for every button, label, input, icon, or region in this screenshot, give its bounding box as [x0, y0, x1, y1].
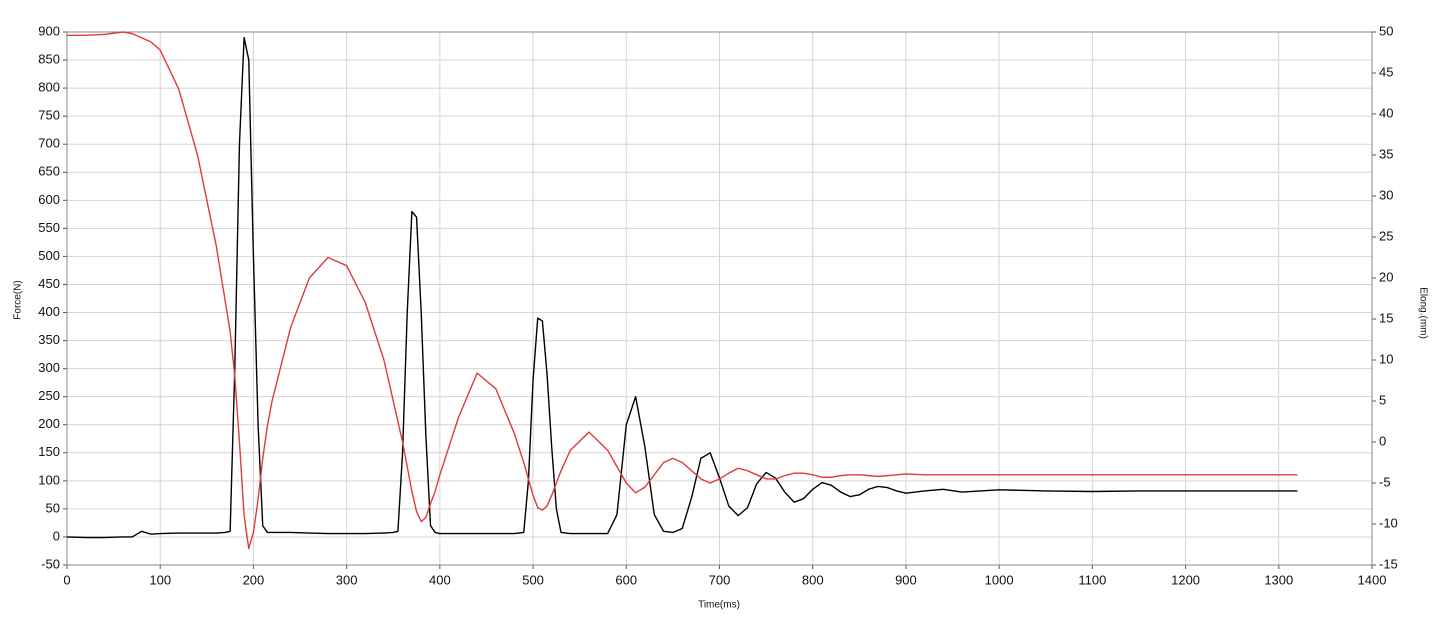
- y-tick-label: 600: [38, 192, 60, 207]
- y2-tick-label: -15: [1379, 556, 1398, 571]
- y2-tick-label: 30: [1379, 187, 1393, 202]
- y2-tick-label: 35: [1379, 146, 1393, 161]
- y2-tick-label: 15: [1379, 310, 1393, 325]
- y2-tick-label: 45: [1379, 64, 1393, 79]
- y-tick-label: 200: [38, 416, 60, 431]
- y2-tick-label: 20: [1379, 269, 1393, 284]
- y-tick-label: 400: [38, 304, 60, 319]
- y-tick-label: 750: [38, 108, 60, 123]
- x-tick-label: 300: [336, 572, 358, 587]
- x-tick-label: 400: [429, 572, 451, 587]
- y-tick-label: 350: [38, 332, 60, 347]
- y-tick-label: 800: [38, 80, 60, 95]
- y-tick-label: 650: [38, 164, 60, 179]
- y2-tick-label: 5: [1379, 392, 1386, 407]
- x-tick-label: 1000: [985, 572, 1014, 587]
- x-tick-label: 600: [615, 572, 637, 587]
- y-tick-label: 450: [38, 276, 60, 291]
- y2-axis-title: Elong.(mm): [1417, 287, 1428, 339]
- y-tick-label: 150: [38, 444, 60, 459]
- y-tick-label: 900: [38, 23, 60, 38]
- x-tick-label: 1200: [1171, 572, 1200, 587]
- x-tick-label: 0: [63, 572, 70, 587]
- y-tick-label: 300: [38, 360, 60, 375]
- data-line: [66, 36, 1298, 539]
- y-tick-label: -50: [41, 556, 60, 571]
- x-tick-label: 100: [149, 572, 171, 587]
- y-tick-label: 50: [46, 500, 60, 515]
- y-tick-label: 850: [38, 51, 60, 66]
- y-tick-label: 250: [38, 388, 60, 403]
- x-tick-label: 1400: [1358, 572, 1387, 587]
- x-tick-label: 700: [709, 572, 731, 587]
- y-axis-title: Force(N): [13, 280, 24, 319]
- x-tick-label: 500: [522, 572, 544, 587]
- plot-frame: [66, 31, 1373, 566]
- y2-tick-label: 40: [1379, 105, 1393, 120]
- x-tick-label: 1300: [1264, 572, 1293, 587]
- y-tick-label: 100: [38, 472, 60, 487]
- y2-tick-label: 50: [1379, 23, 1393, 38]
- y-tick-label: 550: [38, 220, 60, 235]
- x-tick-label: 200: [243, 572, 265, 587]
- y-tick-label: 500: [38, 248, 60, 263]
- y2-tick-label: 10: [1379, 351, 1393, 366]
- x-tick-label: 900: [895, 572, 917, 587]
- y2-tick-label: -5: [1379, 474, 1391, 489]
- x-axis-title: Time(ms): [698, 600, 740, 611]
- y-tick-label: 700: [38, 136, 60, 151]
- x-tick-label: 800: [802, 572, 824, 587]
- data-line: [67, 31, 1298, 550]
- x-tick-label: 1100: [1078, 572, 1106, 587]
- y2-tick-label: 25: [1379, 228, 1393, 243]
- y-tick-label: 0: [53, 528, 60, 543]
- y2-tick-label: -10: [1379, 515, 1398, 530]
- y2-tick-label: 0: [1379, 433, 1386, 448]
